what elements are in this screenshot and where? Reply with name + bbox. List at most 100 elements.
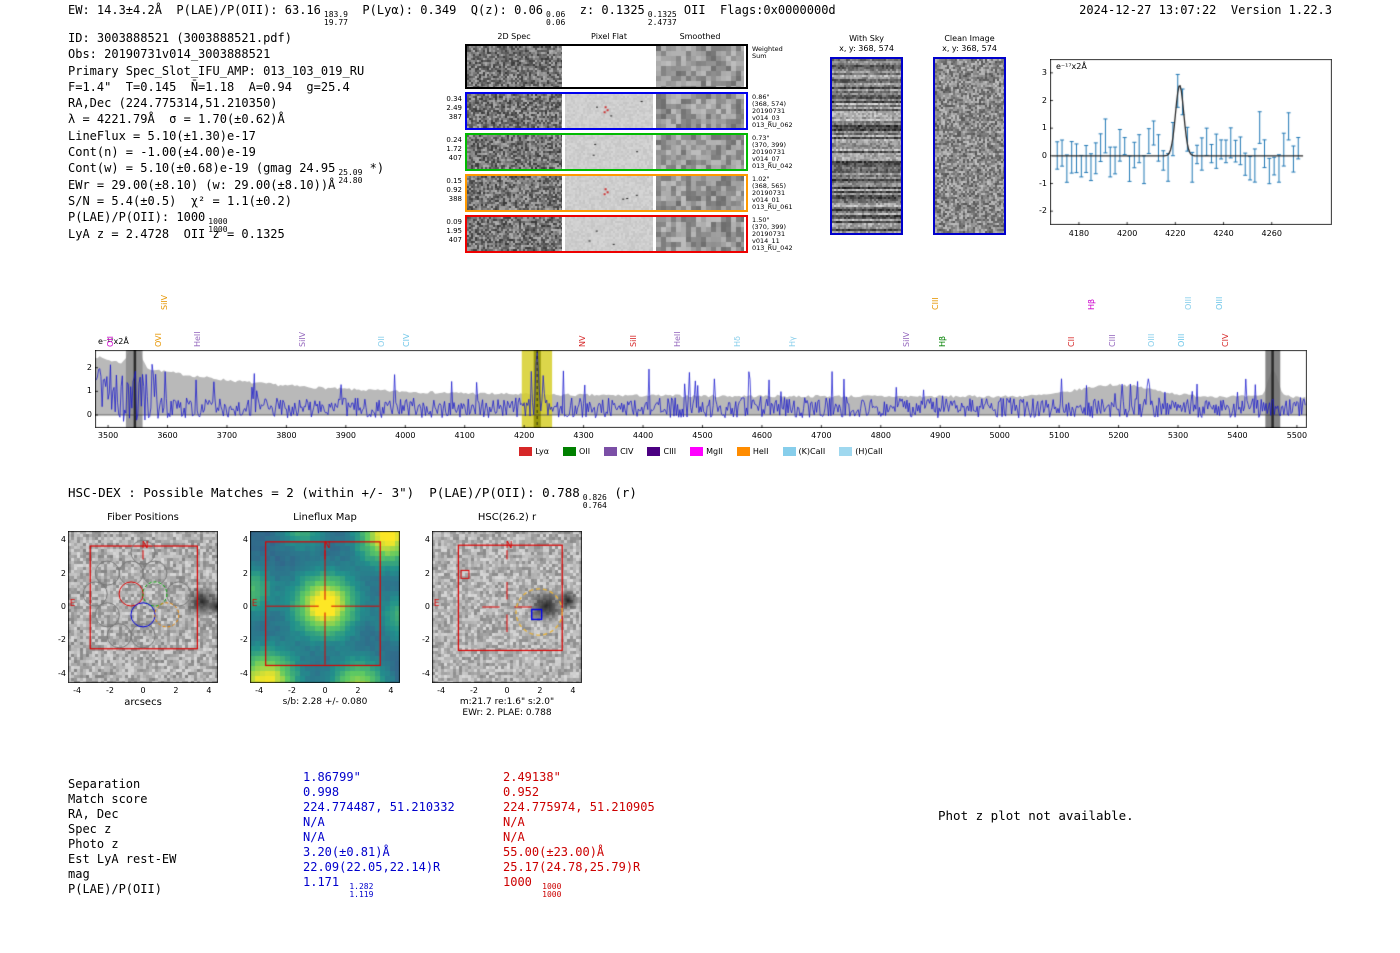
spectrum-x-tick-label: 5100 xyxy=(1048,431,1070,440)
cutout-annotation-line: 20190731 xyxy=(752,230,786,238)
cutout-weight-value: 388 xyxy=(448,195,462,203)
spectrum-x-tick-label: 4100 xyxy=(454,431,475,440)
emission-line-label: Hβ xyxy=(938,335,948,347)
match-table-row-label: Est LyA rest-EW xyxy=(68,852,177,866)
legend-item: MgII xyxy=(690,447,723,456)
cutout-row xyxy=(465,174,748,212)
cutout-smooth-image xyxy=(656,46,744,87)
value-uncertainty: 1.282 1.119 xyxy=(349,883,373,898)
spectrum-x-tick-label: 3600 xyxy=(157,431,178,440)
legend-swatch xyxy=(647,447,661,456)
cutout-annotation-line: (370, 399) xyxy=(752,141,787,149)
zoom-y-tick-label: -1 xyxy=(1039,178,1047,188)
frac-high: 1000 xyxy=(542,882,562,891)
legend-item: HeII xyxy=(736,447,769,456)
panel-y-tick-label: 4 xyxy=(242,535,248,545)
panel-x-tick-label: 2 xyxy=(173,686,179,695)
panel-x-tick-label: -2 xyxy=(106,686,115,695)
cutout-spec2d-image xyxy=(467,135,562,169)
zoom-y-tick-label: -2 xyxy=(1039,206,1047,216)
match-table-cell: 25.17(24.78,25.79)R xyxy=(503,860,641,874)
cutout-row-annotation: 0.73" (370, 399) 20190731 v014_07 013_RU_042 xyxy=(752,135,814,170)
cutout-annotation-line: (368, 574) xyxy=(752,100,787,108)
cutout-annotation-line: 20190731 xyxy=(752,107,786,115)
match-table-row-label: P(LAE)/P(OII) xyxy=(68,882,162,896)
legend-item: CIII xyxy=(647,447,676,456)
info-seeing: F=1.4" T=0.145 N̄=1.18 A=0.94 g=25.4 xyxy=(68,79,350,94)
clean-image xyxy=(935,59,1004,233)
match-table: Separation 1.86799" 2.49138" Match score 0.9… xyxy=(68,770,898,905)
panel-y-tick-label: 2 xyxy=(424,568,430,578)
zoom-y-tick-label: 1 xyxy=(1041,123,1047,133)
cutout-row-annotation: 1.50" (370, 399) 20190731 v014_11 013_RU_042 xyxy=(752,217,814,252)
frac-high: 183.9 xyxy=(323,10,348,19)
legend-swatch xyxy=(604,447,618,456)
cutout-weight-value: 407 xyxy=(448,236,462,244)
frac-low: 24.80 xyxy=(338,175,363,185)
cutout-row-annotation: Weighted Sum xyxy=(752,46,814,60)
legend-item: CIV xyxy=(604,447,633,456)
panel-y-tick-label: 4 xyxy=(424,535,430,545)
info-sn-chi2: S/N = 5.4(±0.5) χ² = 1.1(±0.2) xyxy=(68,193,292,208)
cutout-annotation-line: v014_03 xyxy=(752,114,780,122)
spectrum-x-tick-label: 3900 xyxy=(335,431,357,440)
cutout-annotation-line: 0.86" xyxy=(752,93,770,101)
hsc-cutout-image xyxy=(432,531,582,683)
line-fit-plot: e⁻¹⁷x2Å 4180 4200 4220 4240 4260 -2 -1 0 1 2 3 xyxy=(1039,55,1336,240)
emission-line-label: HeII xyxy=(192,331,202,347)
cutout-spec2d-image xyxy=(467,176,562,210)
spectrum-legend: Lyα OII CIV CIII MgII HeII (K)CaII (H)CaII xyxy=(95,447,1307,456)
match-table-cell-value: 1000 xyxy=(503,875,540,889)
legend-label: (K)CaII xyxy=(798,447,826,456)
hsc-dex-filter: (r) xyxy=(606,485,637,500)
spectrum-x-tick-label: 3700 xyxy=(216,431,238,440)
panel-title: Lineflux Map xyxy=(293,512,357,523)
spectrum-x-tick-label: 4200 xyxy=(513,431,535,440)
cutout-annotation-line: v014_01 xyxy=(752,196,780,204)
cutout-flat-image xyxy=(565,46,653,87)
info-ewr: EWr = 29.00(±8.10) (w: 29.00(±8.10))Å xyxy=(68,177,336,192)
spectrum-x-tick-label: 4700 xyxy=(811,431,832,440)
with-sky-titles: With Sky x, y: 368, 574 xyxy=(820,34,913,54)
cutout-weight-value: 1.72 xyxy=(446,145,462,153)
fiber-positions-panel: Fiber Positions -4 -4 -2 -2 0 0 2 2 4 4 arcsecs xyxy=(58,512,218,708)
cutout-row-weights: 0.09 1.95 407 xyxy=(438,218,462,245)
match-table-row-label: Separation xyxy=(68,777,141,791)
spectrum-x-tick-label: 4500 xyxy=(692,431,713,440)
cutout-row xyxy=(465,92,748,130)
panel-x-axis-label: arcsecs xyxy=(124,697,162,708)
legend-swatch xyxy=(839,447,853,456)
frac-low: 2.4737 xyxy=(647,17,677,27)
cutout-annotation-line: 013_RU_061 xyxy=(752,203,793,211)
info-plae-text: P(LAE)/P(OII): 1000 xyxy=(68,210,206,225)
panel-y-tick-label: -2 xyxy=(58,635,66,645)
spectrum-x-tick-label: 4000 xyxy=(395,431,416,440)
panel-y-tick-label: -2 xyxy=(422,635,430,645)
emission-line-label: OIII xyxy=(1183,296,1193,310)
panel-x-tick-label: 2 xyxy=(355,686,361,695)
panel-x-tick-label: -4 xyxy=(437,686,446,695)
emission-line-label: CIII xyxy=(1108,334,1118,347)
cutout-annotation-line: v014_11 xyxy=(752,237,780,245)
panel-y-tick-label: -4 xyxy=(58,668,66,678)
header-plae-value: 63.16 xyxy=(284,3,321,17)
spectrum-y-tick-label: 1 xyxy=(86,386,92,396)
frac-high: 0.1325 xyxy=(647,10,677,19)
zoom-x-tick-label: 4200 xyxy=(1116,229,1138,238)
spectrum-x-tick-label: 5500 xyxy=(1286,431,1308,440)
legend-label: OII xyxy=(579,447,591,456)
cutout-spec2d-image xyxy=(467,217,562,251)
cutout-annotation-line: Sum xyxy=(752,52,767,60)
match-table-cell: 224.775974, 51.210905 xyxy=(503,800,655,814)
cutout-annotation-line: v014_07 xyxy=(752,155,780,163)
with-sky-coords: x, y: 368, 574 xyxy=(839,44,894,53)
cutout-smooth-image xyxy=(656,176,744,210)
panel-y-tick-label: 0 xyxy=(60,602,66,611)
match-table-cell: 1.86799" xyxy=(303,770,361,784)
info-cont-w-text: Cont(w) = 5.10(±0.68)e-19 (gmag 24.95 xyxy=(68,161,336,176)
header-plae-uncertainty: 183.9 19.77 xyxy=(324,11,348,26)
legend-label: (H)CaII xyxy=(855,447,883,456)
match-table-cell: 2.49138" xyxy=(503,770,561,784)
frac-low: 1000 xyxy=(208,224,228,234)
emission-line-label: CIV xyxy=(401,333,411,347)
